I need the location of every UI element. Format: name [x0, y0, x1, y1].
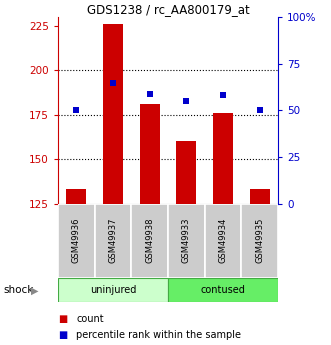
Text: GSM49934: GSM49934 — [218, 218, 227, 263]
Bar — [103, 24, 123, 204]
Bar — [66, 189, 86, 204]
Bar — [58, 278, 168, 302]
Text: GSM49935: GSM49935 — [255, 218, 264, 263]
Bar — [131, 204, 168, 278]
Title: GDS1238 / rc_AA800179_at: GDS1238 / rc_AA800179_at — [87, 3, 249, 16]
Bar — [168, 278, 278, 302]
Bar — [250, 189, 270, 204]
Bar — [176, 141, 196, 204]
Text: GSM49938: GSM49938 — [145, 218, 154, 263]
Bar — [95, 204, 131, 278]
Text: ▶: ▶ — [31, 286, 38, 295]
Text: GSM49936: GSM49936 — [72, 218, 81, 263]
Text: GSM49933: GSM49933 — [182, 218, 191, 263]
Text: percentile rank within the sample: percentile rank within the sample — [76, 330, 241, 339]
Text: GSM49937: GSM49937 — [109, 218, 118, 263]
Text: ■: ■ — [58, 330, 67, 339]
Text: count: count — [76, 314, 104, 324]
Bar — [140, 104, 160, 204]
Bar — [205, 204, 241, 278]
Bar — [241, 204, 278, 278]
Bar — [58, 204, 95, 278]
Text: ■: ■ — [58, 314, 67, 324]
Bar — [213, 113, 233, 204]
Text: uninjured: uninjured — [90, 285, 136, 295]
Bar — [168, 204, 205, 278]
Text: shock: shock — [3, 286, 34, 295]
Text: contused: contused — [201, 285, 246, 295]
